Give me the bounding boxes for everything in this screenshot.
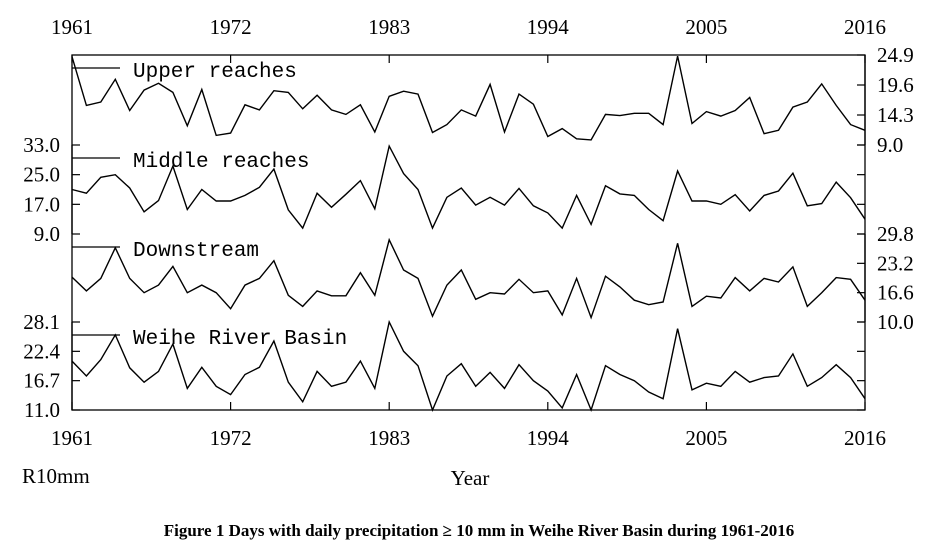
y-tick-label: 25.0 xyxy=(23,163,60,187)
x-tick-label-bottom: 2005 xyxy=(685,426,727,450)
y-tick-label: 14.3 xyxy=(877,103,914,127)
figure-caption: Figure 1 Days with daily precipitation ≥… xyxy=(164,521,795,540)
x-tick-label-bottom: 1972 xyxy=(210,426,252,450)
y-tick-label: 9.0 xyxy=(877,133,903,157)
x-axis-title: Year xyxy=(451,466,490,490)
y-tick-label: 24.9 xyxy=(877,43,914,67)
x-tick-label-bottom: 1983 xyxy=(368,426,410,450)
y-tick-label: 16.7 xyxy=(23,369,60,393)
plot-border xyxy=(71,54,866,411)
series-name-label: Downstream xyxy=(133,240,259,263)
series-line xyxy=(71,55,866,141)
series-line xyxy=(71,237,866,320)
plot-frame xyxy=(71,54,866,411)
x-tick-label-top: 1983 xyxy=(368,15,410,39)
x-tick-label-top: 2005 xyxy=(685,15,727,39)
y-tick-label: 33.0 xyxy=(23,133,60,157)
y-tick-label: 28.1 xyxy=(23,310,60,334)
y-tick-label: 23.2 xyxy=(877,251,914,275)
series-line xyxy=(71,319,866,413)
x-tick-label-top: 2016 xyxy=(844,15,886,39)
x-tick-label-top: 1961 xyxy=(51,15,93,39)
y-tick-label: 19.6 xyxy=(877,73,914,97)
y-tick-label: 22.4 xyxy=(23,339,60,363)
x-axis-ticks: 1961 1961 1972 1972 1983 1983 1994 1994 2005 2005… xyxy=(51,15,886,450)
y-axis-title: R10mm xyxy=(22,464,90,488)
series-line xyxy=(71,144,866,230)
x-tick-label-bottom: 1994 xyxy=(527,426,570,450)
x-tick-label-bottom: 1961 xyxy=(51,426,93,450)
y-axes: 24.9 19.6 14.3 9.0 33.0 25.0 17.0 9.0 29.8 23.2 16… xyxy=(23,43,914,422)
x-tick-label-top: 1972 xyxy=(210,15,252,39)
y-tick-label: 10.0 xyxy=(877,310,914,334)
y-tick-label: 16.6 xyxy=(877,281,914,305)
chart-panels: Upper reaches Middle reaches Downstream Wei… xyxy=(71,55,866,413)
x-tick-label-top: 1994 xyxy=(527,15,570,39)
series-name-label: Weihe River Basin xyxy=(133,328,347,351)
x-tick-label-bottom: 2016 xyxy=(844,426,886,450)
y-tick-label: 17.0 xyxy=(23,192,60,216)
y-tick-label: 11.0 xyxy=(24,398,60,422)
y-tick-label: 29.8 xyxy=(877,222,914,246)
y-tick-label: 9.0 xyxy=(34,222,60,246)
series-name-label: Upper reaches xyxy=(133,61,297,84)
series-name-label: Middle reaches xyxy=(133,151,309,174)
